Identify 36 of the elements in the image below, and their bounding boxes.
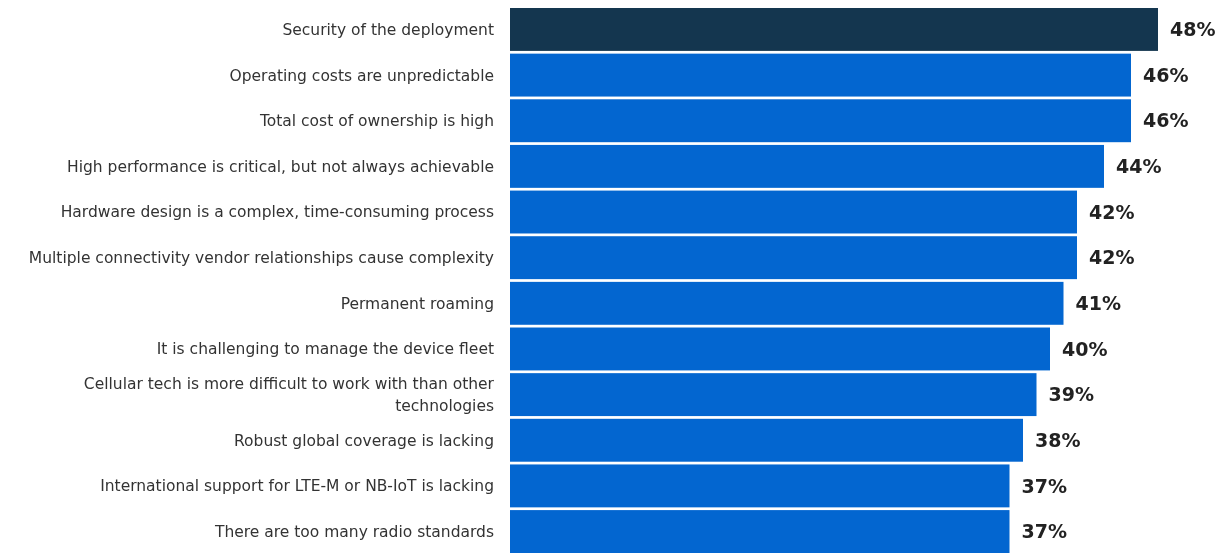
- data-label: 39%: [1048, 383, 1094, 406]
- y-tick-label: High performance is critical, but not always achievable: [67, 157, 494, 176]
- bar: [510, 464, 1010, 508]
- y-tick-label: Operating costs are unpredictable: [229, 66, 494, 85]
- data-label: 42%: [1089, 246, 1135, 269]
- bar: [510, 510, 1010, 553]
- bar: [510, 190, 1077, 234]
- bar: [510, 281, 1064, 325]
- bar: [510, 99, 1131, 143]
- bar: [510, 144, 1104, 188]
- y-tick-label: International support for LTE-M or NB-IoT is lacking: [100, 477, 494, 496]
- y-tick-label: Multiple connectivity vendor relationships cause complexity: [28, 249, 494, 268]
- data-label: 41%: [1075, 291, 1121, 314]
- bar: [510, 373, 1037, 417]
- y-tick-label: It is challenging to manage the device fleet: [156, 340, 494, 359]
- data-label: 42%: [1089, 200, 1135, 223]
- y-tick-label: Total cost of ownership is high: [258, 112, 494, 131]
- data-label: 38%: [1035, 428, 1081, 451]
- data-label: 44%: [1116, 155, 1162, 178]
- y-tick-label: Hardware design is a complex, time-consuming process: [60, 203, 494, 222]
- data-label: 46%: [1143, 63, 1189, 86]
- y-tick-label: Security of the deployment: [282, 20, 494, 39]
- data-label: 37%: [1021, 520, 1067, 543]
- data-label: 46%: [1143, 109, 1189, 132]
- y-tick-label: Robust global coverage is lacking: [234, 431, 494, 450]
- y-tick-label: Permanent roaming: [340, 294, 494, 313]
- data-label: 48%: [1170, 18, 1216, 41]
- bar: [510, 8, 1158, 51]
- y-tick-label: There are too many radio standards: [213, 522, 494, 541]
- bar: [510, 53, 1131, 97]
- data-label: 40%: [1062, 337, 1108, 360]
- bar: [510, 327, 1050, 371]
- bar: [510, 418, 1023, 462]
- bar: [510, 236, 1077, 280]
- data-label: 37%: [1021, 474, 1067, 497]
- y-tick-label: Cellular tech is more difficult to work with than other technologies: [83, 375, 495, 416]
